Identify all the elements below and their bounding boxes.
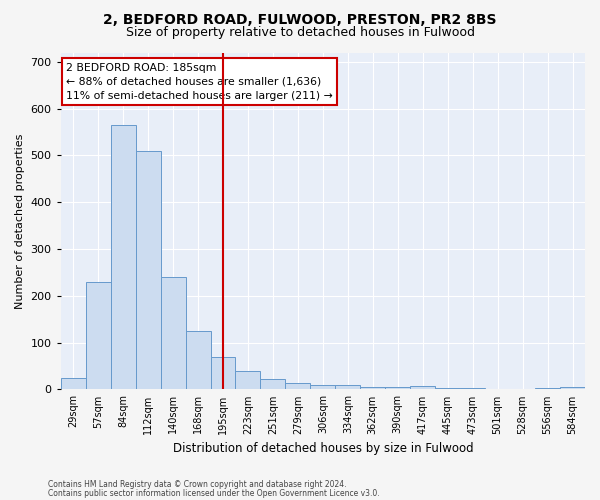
Bar [61, 378, 86, 390]
Bar [211, 356, 235, 390]
Bar [161, 277, 185, 390]
Bar [460, 388, 485, 390]
Bar [410, 386, 435, 390]
Bar [86, 282, 110, 390]
Y-axis label: Number of detached properties: Number of detached properties [15, 134, 25, 308]
Text: Contains HM Land Registry data © Crown copyright and database right 2024.: Contains HM Land Registry data © Crown c… [48, 480, 347, 489]
Bar [185, 331, 211, 390]
Bar [435, 388, 460, 390]
Text: 2 BEDFORD ROAD: 185sqm
← 88% of detached houses are smaller (1,636)
11% of semi-: 2 BEDFORD ROAD: 185sqm ← 88% of detached… [66, 62, 333, 100]
Bar [260, 379, 286, 390]
X-axis label: Distribution of detached houses by size in Fulwood: Distribution of detached houses by size … [173, 442, 473, 455]
Bar [235, 370, 260, 390]
Bar [385, 387, 410, 390]
Bar [286, 384, 310, 390]
Bar [361, 387, 385, 390]
Text: Size of property relative to detached houses in Fulwood: Size of property relative to detached ho… [125, 26, 475, 39]
Text: 2, BEDFORD ROAD, FULWOOD, PRESTON, PR2 8BS: 2, BEDFORD ROAD, FULWOOD, PRESTON, PR2 8… [103, 12, 497, 26]
Bar [310, 385, 335, 390]
Text: Contains public sector information licensed under the Open Government Licence v3: Contains public sector information licen… [48, 489, 380, 498]
Bar [110, 125, 136, 390]
Bar [136, 151, 161, 390]
Bar [535, 388, 560, 390]
Bar [335, 385, 361, 390]
Bar [560, 387, 585, 390]
